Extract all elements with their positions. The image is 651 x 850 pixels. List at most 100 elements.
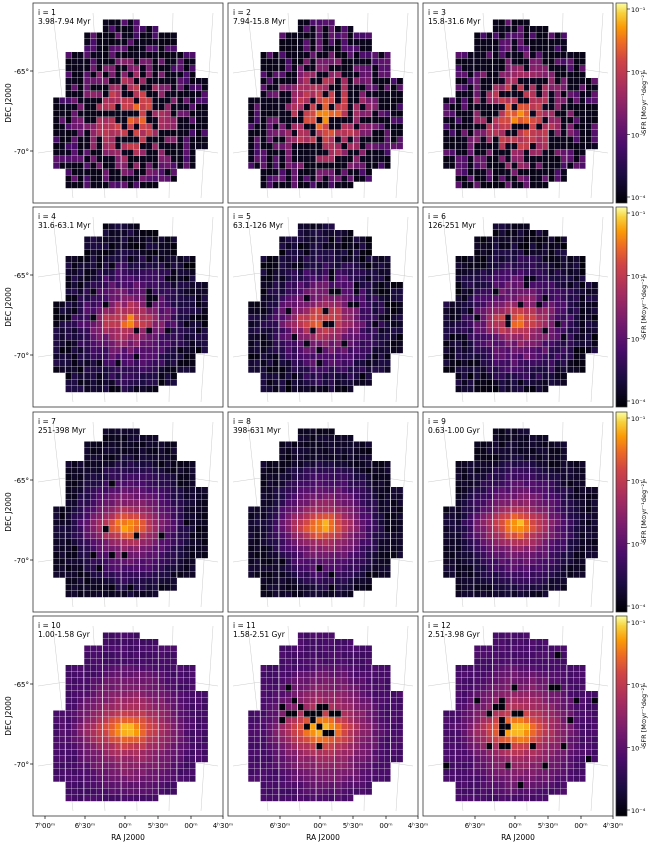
sfr-cell	[449, 314, 456, 321]
sfr-cell	[322, 435, 329, 442]
sfr-cell	[492, 308, 499, 315]
sfr-cell	[121, 78, 128, 85]
sfr-cell	[353, 565, 360, 572]
sfr-cell	[492, 223, 499, 230]
sfr-cell	[567, 353, 574, 360]
sfr-cell	[511, 500, 518, 507]
sfr-cell	[554, 282, 561, 289]
sfr-cell	[384, 301, 391, 308]
sfr-cell	[109, 386, 115, 393]
sfr-cell	[517, 65, 524, 72]
sfr-cell	[183, 52, 190, 59]
sfr-cell	[480, 143, 487, 150]
sfr-cell	[554, 353, 561, 360]
sfr-cell	[266, 379, 273, 386]
sfr-cell	[260, 123, 267, 130]
sfr-cell	[335, 526, 341, 533]
sfr-cell	[474, 513, 481, 520]
sfr-cell	[140, 467, 146, 474]
sfr-cell	[548, 327, 555, 334]
sfr-cell	[202, 513, 208, 520]
sfr-cell	[480, 480, 487, 487]
sfr-cell	[316, 487, 323, 494]
sfr-cell	[505, 474, 512, 481]
sfr-cell	[384, 308, 391, 315]
sfr-cell	[353, 275, 360, 282]
sfr-cell	[384, 275, 391, 282]
sfr-cell	[499, 327, 505, 334]
sfr-cell	[285, 591, 292, 598]
sfr-cell	[285, 175, 292, 182]
sfr-cell	[84, 78, 91, 85]
sfr-cell	[164, 117, 171, 124]
sfr-cell	[573, 487, 580, 494]
sfr-cell	[260, 532, 267, 539]
sfr-cell	[378, 500, 385, 507]
sfr-cell	[310, 353, 317, 360]
sfr-cell	[554, 136, 561, 143]
sfr-cell	[567, 58, 574, 65]
sfr-cell	[102, 275, 109, 282]
sfr-cell	[310, 308, 317, 315]
sfr-cell	[328, 45, 335, 52]
sfr-cell	[248, 156, 255, 163]
sfr-cell	[592, 91, 598, 98]
sfr-cell	[573, 461, 580, 468]
sfr-cell	[554, 441, 561, 448]
sfr-cell	[140, 156, 146, 163]
sfr-cell	[310, 314, 317, 321]
sfr-cell	[266, 58, 273, 65]
sfr-cell	[561, 110, 567, 117]
sfr-cell	[133, 334, 140, 341]
sfr-cell	[335, 441, 341, 448]
sfr-cell	[152, 545, 159, 552]
sfr-cell	[189, 308, 196, 315]
sfr-cell	[158, 467, 165, 474]
sfr-cell	[372, 162, 379, 169]
sfr-cell	[146, 584, 153, 591]
sfr-cell	[285, 143, 292, 150]
sfr-cell	[102, 243, 109, 250]
sfr-cell	[285, 97, 292, 104]
sfr-cell	[542, 461, 549, 468]
sfr-cell	[304, 262, 310, 269]
sfr-cell	[585, 78, 592, 85]
sfr-cell	[316, 539, 323, 546]
sfr-cell	[171, 65, 177, 72]
sfr-cell	[96, 519, 103, 526]
sfr-cell	[542, 123, 549, 130]
sfr-cell	[96, 45, 103, 52]
sfr-cell	[347, 32, 354, 39]
sfr-cell	[322, 584, 329, 591]
sfr-cell	[499, 182, 505, 189]
sfr-cell	[443, 571, 450, 578]
sfr-cell	[115, 526, 122, 533]
sfr-cell	[183, 532, 190, 539]
sfr-cell	[378, 78, 385, 85]
sfr-cell	[183, 97, 190, 104]
sfr-cell	[158, 130, 165, 137]
sfr-cell	[366, 110, 372, 117]
sfr-cell	[171, 130, 177, 137]
sfr-cell	[353, 532, 360, 539]
sfr-cell	[397, 532, 403, 539]
sfr-cell	[291, 282, 298, 289]
sfr-cell	[328, 97, 335, 104]
sfr-cell	[177, 539, 184, 546]
sfr-cell	[84, 487, 91, 494]
sfr-cell	[102, 110, 109, 117]
sfr-cell	[548, 97, 555, 104]
sfr-cell	[297, 78, 304, 85]
sfr-cell	[127, 321, 134, 328]
sfr-cell	[341, 379, 348, 386]
sfr-cell	[53, 558, 60, 565]
sfr-cell	[455, 565, 462, 572]
sfr-cell	[499, 78, 505, 85]
sfr-cell	[492, 532, 499, 539]
sfr-cell	[505, 182, 512, 189]
sfr-cell	[548, 143, 555, 150]
sfr-cell	[579, 353, 586, 360]
sfr-cell	[499, 493, 505, 500]
sfr-cell	[359, 169, 366, 176]
sfr-cell	[195, 282, 202, 289]
